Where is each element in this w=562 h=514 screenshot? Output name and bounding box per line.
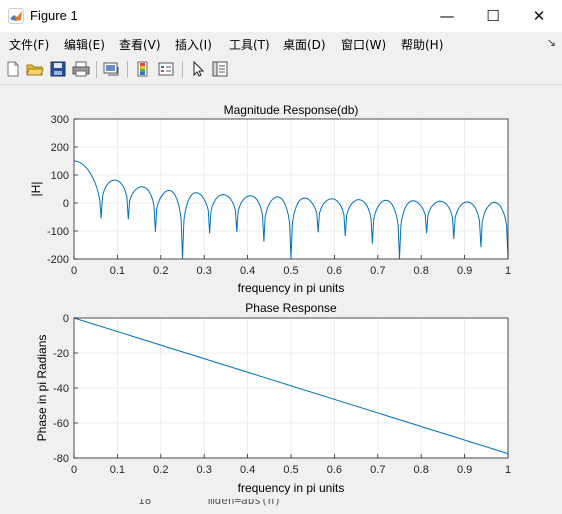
background-editor-fragment: 18 mden=abs(h) — [0, 499, 562, 509]
open-file-icon[interactable] — [26, 60, 44, 78]
x-tick-label: 0.6 — [327, 464, 342, 476]
menu-help[interactable]: 帮助(H) — [401, 38, 444, 52]
magnitude-axes[interactable]: 0 0.1 0.2 0.3 0.4 0.5 0.6 0.7 0.8 0.9 13002001000-… — [29, 103, 511, 295]
x-tick-label: 0.9 — [457, 464, 472, 476]
y-tick-label: -20 — [53, 348, 69, 360]
magnitude-x-axis-label: frequency in pi units — [238, 281, 345, 295]
y-tick-label: -60 — [53, 418, 69, 430]
x-tick-label: 0.7 — [370, 265, 385, 277]
menu-insert[interactable]: 插入(I) — [175, 38, 212, 52]
print-icon[interactable] — [72, 60, 90, 78]
menu-edit[interactable]: 编辑(E) — [64, 38, 105, 52]
new-figure-icon[interactable] — [4, 60, 22, 78]
axes-box — [73, 118, 509, 260]
phase-chart-title: Phase Response — [245, 301, 337, 315]
x-tick-label: 0.4 — [240, 464, 255, 476]
y-tick-label: 0 — [63, 313, 69, 325]
x-tick-label: 0.1 — [110, 464, 125, 476]
toolbar-separator — [96, 61, 97, 78]
y-tick-label: 0 — [63, 198, 69, 210]
toolbar-separator — [182, 61, 183, 78]
x-tick-label: 0.4 — [240, 265, 255, 277]
save-icon[interactable] — [49, 60, 67, 78]
y-tick-label: -80 — [53, 453, 69, 465]
toolbar-separator — [127, 61, 128, 78]
figure-canvas: 0 0.1 0.2 0.3 0.4 0.5 0.6 0.7 0.8 0.9 1 300 200 100 0-… — [0, 85, 562, 509]
y-tick-label: 200 — [51, 142, 69, 154]
phase-axes[interactable]: 0 0.1 0.2 0.3 0.4 0.5 0.6 0.7 0.8 0.9 1 0 -20 -40 -60 -… — [35, 301, 511, 495]
close-button[interactable]: ✕ — [532, 7, 546, 25]
x-tick-label: 0.3 — [197, 464, 212, 476]
menu-overflow-icon[interactable]: ↘ — [546, 36, 556, 49]
phase-y-axis-label: Phase in pi Radians — [35, 335, 49, 442]
minimize-button[interactable]: — — [439, 7, 455, 25]
phase-x-axis-label: frequency in pi units — [238, 481, 345, 495]
axes-box — [73, 317, 509, 459]
y-tick-label: 300 — [51, 114, 69, 126]
y-tick-label: 100 — [51, 170, 69, 182]
insert-colorbar-icon[interactable] — [134, 60, 152, 78]
insert-legend-icon[interactable] — [157, 60, 175, 78]
x-tick-label: 0.2 — [153, 265, 168, 277]
menu-bar: 文件(F) 编辑(E) 查看(V) 插入(I) 工具(T) 桌面(D) 窗口(W… — [0, 32, 562, 56]
x-tick-label: 0.9 — [457, 265, 472, 277]
x-tick-label: 0.3 — [197, 265, 212, 277]
y-tick-label: -100 — [47, 226, 69, 238]
x-tick-label: 0.8 — [414, 265, 429, 277]
matlab-logo-icon — [8, 8, 24, 24]
magnitude-y-axis-label: |H| — [29, 182, 43, 197]
magnitude-chart-title: Magnitude Response(db) — [224, 103, 359, 117]
x-tick-label: 0.5 — [283, 265, 298, 277]
menu-window[interactable]: 窗口(W) — [341, 38, 387, 52]
y-tick-label: -200 — [47, 254, 69, 266]
x-tick-label: 1 — [505, 265, 511, 277]
x-tick-label: 0.7 — [370, 464, 385, 476]
window-title: Figure 1 — [30, 8, 78, 23]
x-tick-label: 0.6 — [327, 265, 342, 277]
x-tick-label: 0.1 — [110, 265, 125, 277]
menu-file[interactable]: 文件(F) — [9, 38, 50, 52]
phase-series-line — [73, 317, 509, 455]
menu-tools[interactable]: 工具(T) — [229, 38, 270, 52]
x-tick-label: 1 — [505, 464, 511, 476]
y-tick-label: -40 — [53, 383, 69, 395]
line-number-fragment: 18 — [138, 499, 152, 507]
property-editor-icon[interactable] — [211, 60, 229, 78]
x-tick-label: 0.2 — [153, 464, 168, 476]
figure-toolbar — [0, 56, 562, 85]
code-fragment: mden=abs(h) — [208, 499, 281, 507]
plot-canvas: 0 0.1 0.2 0.3 0.4 0.5 0.6 0.7 0.8 0.9 13002001000-… — [29, 103, 511, 495]
link-plot-icon[interactable] — [102, 60, 120, 78]
menu-desktop[interactable]: 桌面(D) — [283, 38, 326, 52]
window-titlebar: Figure 1 — ☐ ✕ — [0, 0, 562, 32]
x-tick-label: 0.8 — [414, 464, 429, 476]
edit-plot-icon[interactable] — [189, 60, 207, 78]
x-tick-label: 0.5 — [283, 464, 298, 476]
x-tick-label: 0 — [71, 265, 77, 277]
x-tick-label: 0 — [71, 464, 77, 476]
maximize-button[interactable]: ☐ — [486, 7, 500, 25]
menu-view[interactable]: 查看(V) — [119, 38, 161, 52]
